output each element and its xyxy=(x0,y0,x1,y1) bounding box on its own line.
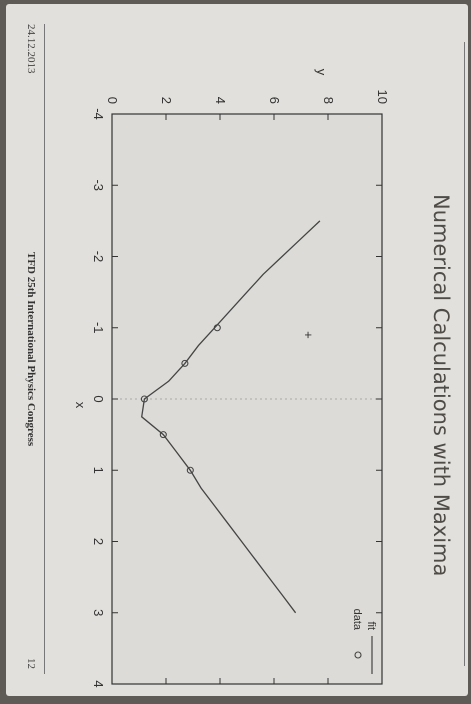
footer-conference: TFD 25th International Physics Congress xyxy=(25,252,37,447)
data-point xyxy=(186,466,194,474)
legend-marker-data xyxy=(354,651,362,659)
y-tick-label: 4 xyxy=(213,97,228,104)
fit-line xyxy=(141,220,321,614)
y-tick-label: 2 xyxy=(159,97,174,104)
x-tick-label: -3 xyxy=(91,179,106,191)
plus-marker: + xyxy=(301,331,316,339)
footer-page-number: 12 xyxy=(25,658,37,669)
slide-content: Numerical Calculations with Maxima -4 -3-… xyxy=(6,4,471,704)
data-point xyxy=(181,359,189,367)
data-point xyxy=(213,324,221,332)
bottom-rule xyxy=(44,24,45,674)
y-tick-label: 10 xyxy=(375,90,390,104)
x-tick-label: -1 xyxy=(91,322,106,334)
y-tick-label: 8 xyxy=(321,97,336,104)
y-tick-label: 6 xyxy=(267,97,282,104)
x-tick-label: 0 xyxy=(91,395,106,402)
footer-date: 24.12.2013 xyxy=(25,24,37,74)
legend-label-fit: fit xyxy=(365,621,377,630)
x-tick-label: 4 xyxy=(91,680,106,687)
legend-label-data: data xyxy=(351,609,363,631)
y-axis-title: y xyxy=(314,69,329,76)
y-tick-label: 0 xyxy=(105,97,120,104)
x-axis-title: x xyxy=(73,402,88,409)
data-point xyxy=(159,431,167,439)
slide-page: Numerical Calculations with Maxima -4 -3-… xyxy=(6,4,468,696)
x-tick-label: -2 xyxy=(91,251,106,263)
x-tick-label: -4 xyxy=(91,108,106,120)
data-point xyxy=(140,395,148,403)
x-tick-label: 2 xyxy=(91,538,106,545)
x-tick-label: 3 xyxy=(91,609,106,616)
x-tick-label: 1 xyxy=(91,467,106,474)
